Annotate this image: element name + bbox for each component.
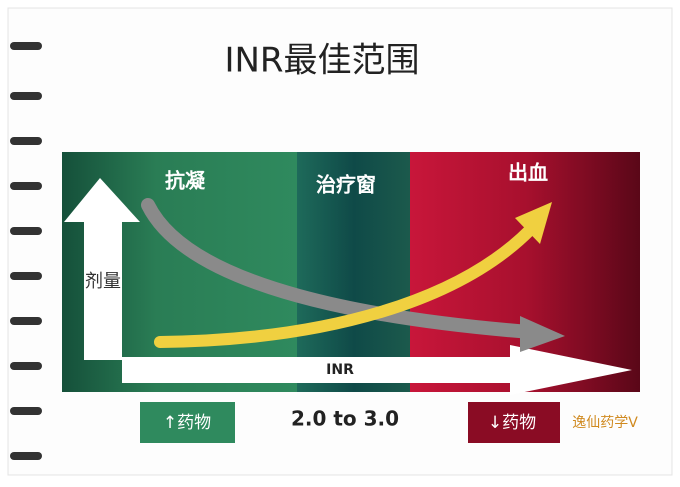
bleed-arrowhead: [515, 202, 552, 244]
y-arrow: [64, 178, 140, 360]
left-box: [140, 402, 235, 443]
zone-label: 治疗窗: [316, 173, 376, 197]
x-arrow: [122, 345, 632, 395]
zone-label: 出血: [508, 161, 548, 185]
title: INR最佳范围: [224, 41, 419, 81]
zone-window: [297, 152, 411, 392]
left-label: ↑药物: [163, 413, 211, 433]
x-axis-label: INR: [326, 362, 354, 378]
right-box: [468, 402, 560, 443]
dose-curve: [141, 198, 537, 339]
watermark: 逸仙药学V: [572, 415, 638, 431]
range-label: 2.0 to 3.0: [291, 407, 399, 431]
dose-arrowhead: [520, 316, 565, 352]
right-label: ↓药物: [488, 413, 536, 433]
binder-rings: [10, 42, 42, 460]
zone-label: 抗凝: [165, 169, 206, 193]
bleed-curve: [154, 224, 536, 348]
y-axis-label: 剂量: [85, 271, 121, 292]
